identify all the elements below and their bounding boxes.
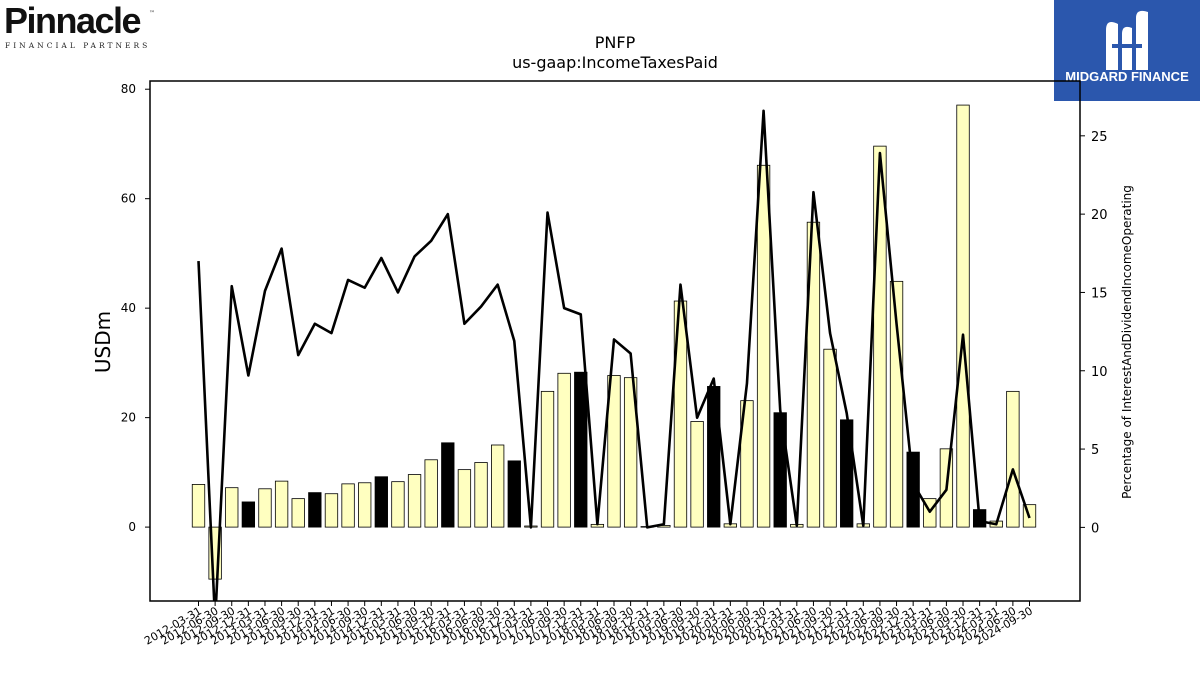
y-tick-label: 0 [128, 520, 136, 534]
y-tick-label: 20 [121, 411, 136, 425]
y2-tick-label: 5 [1091, 443, 1099, 458]
bar [324, 493, 339, 528]
chart-subtitle: us-gaap:IncomeTaxesPaid [512, 53, 718, 72]
pinnacle-logo-word: Pinnacle [4, 0, 142, 41]
bar [474, 462, 488, 528]
y2-tick-label: 0 [1091, 521, 1099, 536]
pinnacle-logo-trademark: ™ [149, 10, 155, 17]
bar [358, 482, 372, 528]
pinnacle-logo-subtitle: FINANCIAL PARTNERS [5, 41, 151, 50]
y-tick-label: 60 [121, 192, 136, 206]
bar [906, 451, 920, 528]
series-line [197, 109, 1031, 601]
bar [258, 488, 272, 528]
bar [274, 480, 289, 528]
chart-title: PNFP [595, 33, 636, 52]
midgard-finance-logo: MIDGARD FINANCE [1054, 0, 1200, 101]
bar [241, 501, 256, 528]
bar [574, 371, 588, 528]
midgard-logo-label: MIDGARD FINANCE [1065, 69, 1189, 84]
line-layer [197, 109, 1031, 601]
midgard-logo-mark-icon [1106, 10, 1148, 70]
bar [191, 484, 206, 528]
bar [823, 348, 837, 528]
y2-tick-label: 25 [1091, 130, 1108, 145]
bar [225, 487, 239, 528]
y2-tick-label: 10 [1091, 365, 1108, 380]
axes-layer: 02040608005101520252012-03-312012-06-302… [121, 80, 1108, 648]
bar [441, 442, 455, 528]
bar [507, 460, 521, 528]
y2-tick-label: 20 [1091, 208, 1108, 223]
bar [690, 421, 704, 528]
bar [756, 164, 771, 528]
bar [740, 400, 754, 528]
bar [308, 492, 322, 528]
y2-tick-label: 15 [1091, 286, 1108, 301]
pinnacle-logo: Pinnacle ™ FINANCIAL PARTNERS [4, 0, 155, 50]
bar [540, 390, 555, 528]
bar [623, 377, 638, 528]
bar [374, 476, 388, 528]
bar [806, 221, 821, 528]
bar [557, 372, 571, 528]
y-tick-label: 80 [121, 82, 136, 96]
y-tick-label: 40 [121, 301, 136, 315]
bar [773, 412, 787, 528]
bar [424, 459, 438, 528]
bar [407, 474, 422, 528]
bar [457, 469, 472, 528]
bar [1006, 390, 1020, 528]
bar [391, 481, 405, 528]
y-axis-label: USDm [91, 311, 115, 373]
bar [491, 444, 505, 528]
bar [607, 375, 621, 528]
plot-frame [149, 80, 1081, 602]
bar [341, 483, 355, 528]
bar [956, 104, 970, 528]
y2-axis-label: Percentage of InterestAndDividendIncomeO… [1120, 185, 1134, 499]
bar [291, 498, 305, 528]
